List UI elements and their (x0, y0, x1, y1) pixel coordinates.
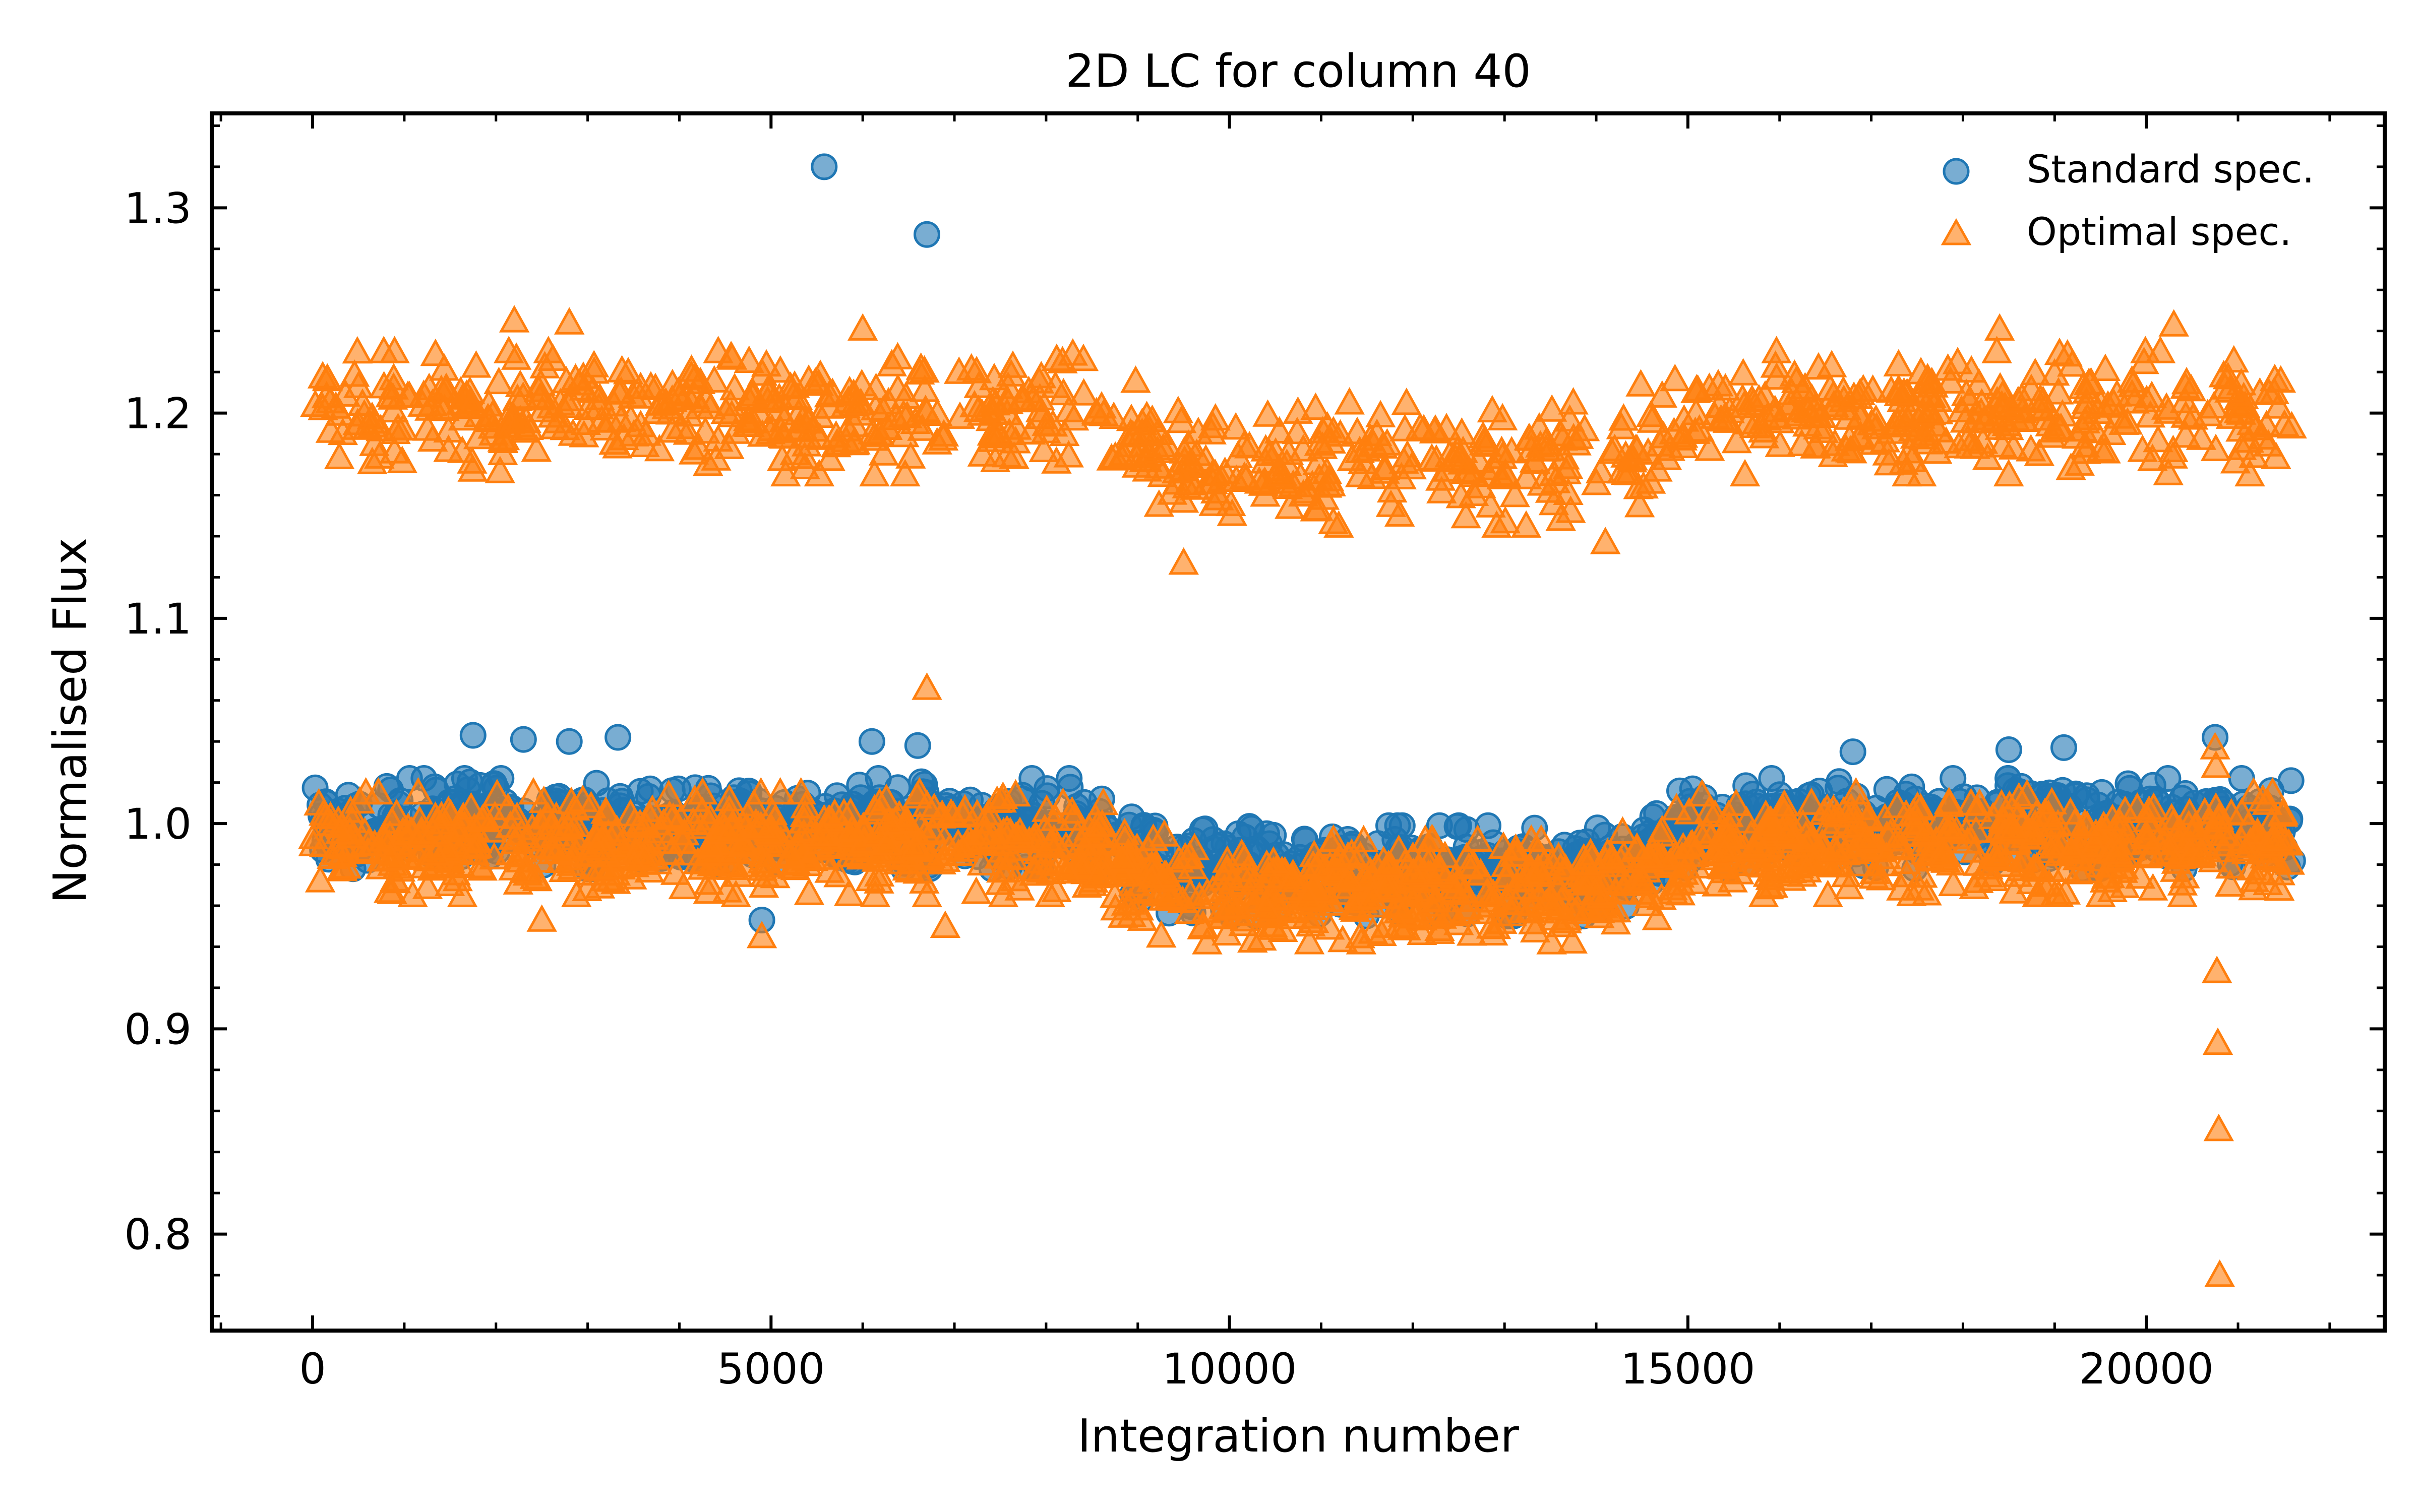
point-optimal-spec-outlier (1590, 527, 1621, 554)
point-optimal-spec-upper (1625, 369, 1656, 397)
point-optimal-spec-upper (420, 338, 451, 366)
point-optimal-spec-upper (1761, 336, 1792, 363)
legend-item-standard-spec: Standard spec. (1943, 147, 2314, 192)
legend-label-optimal-spec: Optimal spec. (2027, 209, 2291, 254)
point-optimal-spec (720, 879, 751, 907)
x-tick-label: 5000 (717, 1344, 825, 1394)
point-standard-spec (1384, 812, 1411, 839)
point-optimal-spec (860, 879, 891, 907)
y-tick-label: 1.0 (124, 799, 192, 849)
point-optimal-spec-upper (1163, 396, 1194, 423)
legend-marker-optimal-spec (1941, 218, 1972, 245)
y-tick-label: 0.9 (124, 1004, 192, 1054)
point-optimal-spec-upper (2020, 357, 2051, 386)
x-tick-label: 15000 (1620, 1344, 1755, 1394)
point-optimal-spec-outlier (847, 313, 878, 341)
point-optimal-spec-outlier (1168, 547, 1199, 575)
point-optimal-spec-upper (1391, 387, 1422, 415)
point-optimal-spec-outlier (499, 305, 530, 333)
point-optimal-spec-upper (1120, 365, 1151, 393)
y-tick-label: 1.1 (124, 594, 192, 644)
y-tick-label: 1.3 (124, 183, 192, 233)
point-optimal-spec-upper (1660, 363, 1690, 392)
point-standard-spec-outlier (858, 728, 885, 755)
point-optimal-spec-outlier (2201, 956, 2232, 983)
point-standard-spec-outlier (904, 732, 931, 759)
point-optimal-spec-outlier (1984, 313, 2015, 341)
point-optimal-spec (1796, 787, 1827, 815)
point-optimal-spec-outlier (554, 307, 585, 335)
x-tick-label: 0 (299, 1344, 326, 1394)
point-standard-spec-outlier (604, 724, 632, 751)
point-standard-spec-outlier (914, 221, 940, 248)
legend-item-optimal-spec: Optimal spec. (1941, 209, 2291, 254)
point-optimal-spec-upper (342, 336, 373, 364)
point-optimal-spec-upper (1728, 358, 1759, 386)
point-optimal-spec-outlier (2202, 1027, 2233, 1055)
point-optimal-spec (765, 777, 796, 805)
point-optimal-spec (1642, 903, 1673, 930)
legend-marker-standard-spec (1943, 158, 1970, 185)
point-optimal-spec-outlier (930, 910, 961, 938)
point-optimal-spec (1557, 926, 1588, 954)
x-tick-label: 20000 (2079, 1344, 2214, 1394)
point-optimal-spec-outlier (2204, 1259, 2235, 1287)
scatter-points (298, 153, 2307, 1287)
chart-title: 2D LC for column 40 (1065, 45, 1531, 98)
point-optimal-spec (1035, 879, 1065, 907)
point-standard-spec-outlier (2050, 734, 2077, 761)
legend: Standard spec. Optimal spec. (1941, 147, 2314, 254)
point-optimal-spec-upper (1365, 400, 1396, 427)
y-tick-label: 0.8 (124, 1210, 192, 1259)
point-optimal-spec (403, 777, 434, 805)
point-optimal-spec-upper (1981, 336, 2012, 363)
point-optimal-spec (412, 871, 443, 899)
point-optimal-spec (1812, 810, 1843, 839)
x-tick-label: 10000 (1162, 1344, 1297, 1394)
point-standard-spec-outlier (459, 722, 487, 749)
x-axis-label: Integration number (1077, 1410, 1519, 1463)
point-optimal-spec-upper (1883, 349, 1914, 376)
point-optimal-spec-upper (1536, 394, 1567, 422)
point-optimal-spec-upper (1510, 510, 1542, 538)
y-tick-label: 1.2 (124, 389, 192, 438)
point-optimal-spec-upper (1068, 378, 1099, 406)
point-standard-spec-outlier (811, 153, 838, 180)
point-optimal-spec (1348, 825, 1379, 852)
point-standard-spec (1236, 813, 1263, 840)
point-optimal-spec (746, 777, 776, 805)
point-optimal-spec-upper (1729, 459, 1761, 487)
point-optimal-spec-upper (2090, 353, 2121, 381)
point-standard-spec (2277, 767, 2305, 794)
point-standard-spec-outlier (1995, 736, 2022, 763)
point-optimal-spec (1462, 824, 1493, 852)
point-optimal-spec-upper (1558, 387, 1589, 415)
point-optimal-spec (961, 876, 992, 904)
point-standard-spec-outlier (1839, 738, 1866, 766)
point-standard-spec-outlier (556, 728, 583, 755)
point-optimal-spec (363, 777, 394, 805)
point-optimal-spec-upper (324, 442, 355, 469)
y-axis-label: Normalised Flux (44, 538, 97, 904)
point-optimal-spec-outlier (912, 672, 942, 700)
point-optimal-spec-upper (1334, 387, 1365, 415)
point-optimal-spec-upper (895, 441, 926, 469)
point-optimal-spec-outlier (2158, 309, 2189, 337)
point-optimal-spec-upper (1200, 403, 1231, 431)
point-optimal-spec (794, 877, 825, 905)
axis-ticks (212, 113, 2385, 1331)
plot-frame (210, 111, 2387, 1333)
point-optimal-spec-outlier (526, 904, 557, 932)
point-optimal-spec-upper (461, 350, 492, 378)
point-optimal-spec (1812, 879, 1843, 907)
legend-label-standard-spec: Standard spec. (2027, 147, 2314, 192)
point-optimal-spec-upper (483, 366, 514, 395)
point-standard-spec-outlier (510, 726, 537, 753)
point-standard-spec (1256, 830, 1283, 857)
point-optimal-spec (2167, 879, 2198, 907)
point-optimal-spec-outlier (2203, 1113, 2234, 1142)
point-standard-spec (451, 765, 478, 792)
